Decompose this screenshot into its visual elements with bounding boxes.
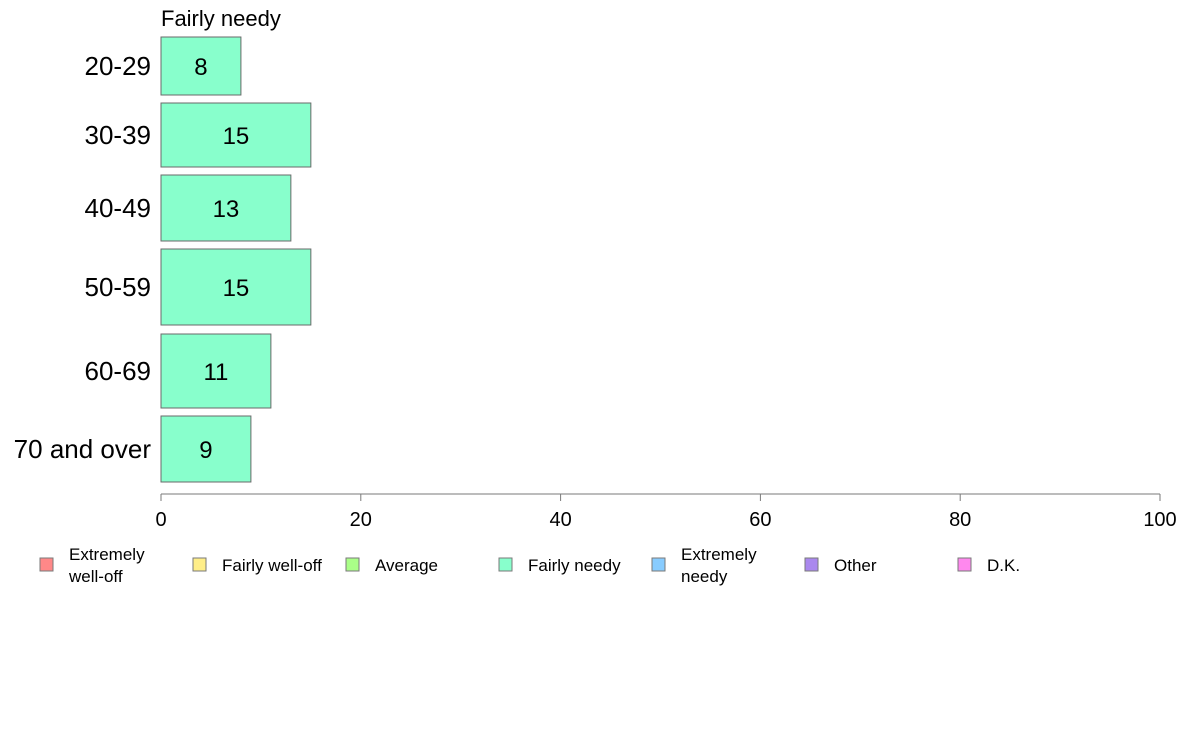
bar (160, 102, 312, 168)
x-tick-label: 80 (949, 509, 971, 531)
x-axis: 0 20 40 60 80 100 (155, 493, 1177, 531)
legend-label: Other (834, 556, 877, 575)
legend-swatch (498, 557, 513, 572)
bar-value-label: 9 (199, 437, 212, 464)
legend-label: Fairly well-off (222, 556, 322, 575)
category-label: 70 and over (14, 434, 152, 464)
bar-value-label: 8 (194, 54, 207, 81)
category-label: 60-69 (85, 356, 152, 386)
bar (160, 333, 272, 409)
legend-swatch (192, 557, 207, 572)
x-tick-label: 60 (749, 509, 771, 531)
legend-swatch (39, 557, 54, 572)
x-tick-label: 20 (350, 509, 372, 531)
legend-label: Extremely needy (681, 545, 757, 586)
legend-label: Fairly needy (528, 556, 621, 575)
legend-label: Extremely well-off (68, 545, 145, 586)
legend-label: Average (375, 556, 438, 575)
legend-swatch (651, 557, 666, 572)
category-label: 30-39 (85, 120, 152, 150)
bar-value-label: 11 (203, 359, 228, 386)
bar-value-label: 15 (223, 275, 250, 302)
bar-value-label: 15 (223, 123, 250, 150)
legend-swatch (345, 557, 360, 572)
bar (160, 174, 292, 242)
category-label: 40-49 (85, 193, 152, 223)
legend-label: D.K. (987, 556, 1020, 575)
bar (160, 248, 312, 326)
legend-swatch (804, 557, 819, 572)
legend: Extremely well-off Fairly well-off Average F… (39, 545, 1020, 586)
bar (160, 415, 252, 483)
bar-value-label: 13 (213, 196, 240, 223)
bar (160, 36, 242, 96)
legend-swatch (957, 557, 972, 572)
chart-title: Fairly needy (161, 6, 281, 31)
bars-layer: 8 20-29 15 30-39 13 40-49 15 50-59 11 60-69 9 70 an… (14, 36, 312, 483)
x-tick-label: 40 (549, 509, 571, 531)
category-label: 50-59 (85, 272, 152, 302)
x-tick-label: 0 (155, 509, 166, 531)
category-label: 20-29 (85, 51, 152, 81)
x-tick-label: 100 (1143, 509, 1176, 531)
